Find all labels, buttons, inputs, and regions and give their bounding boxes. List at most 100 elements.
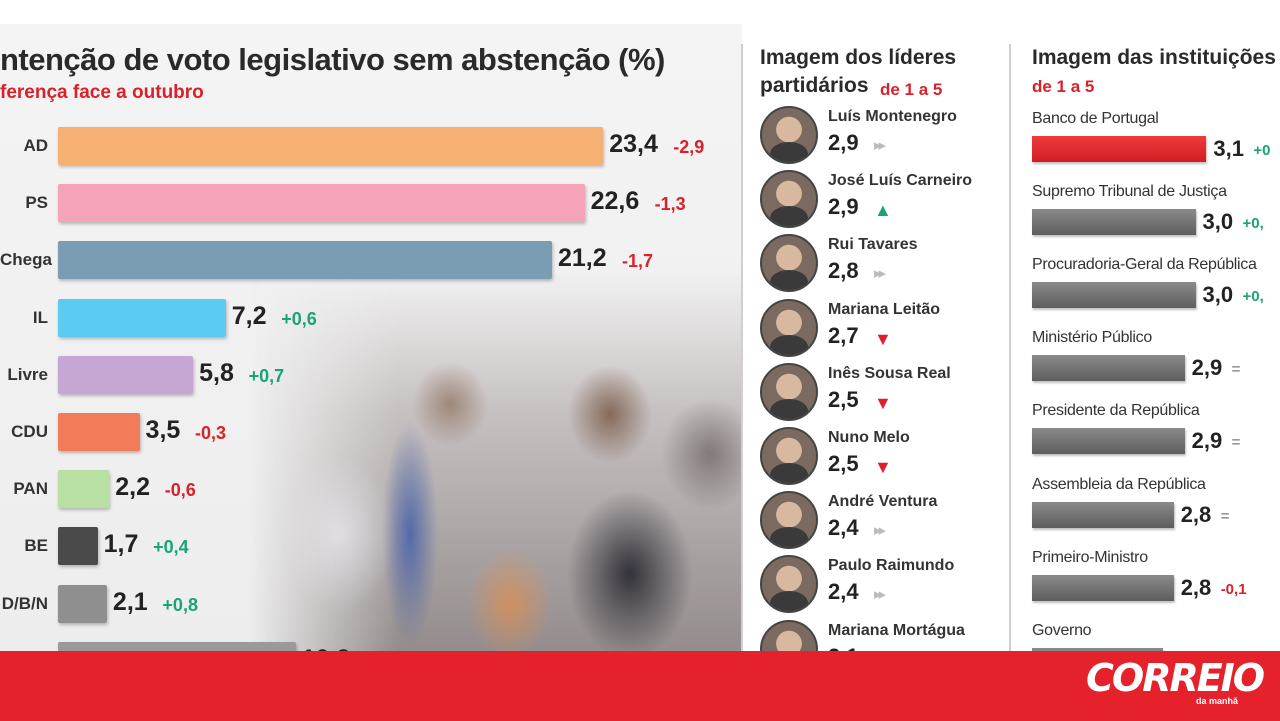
logo-text: CORREIO <box>1086 656 1265 700</box>
bar <box>58 470 110 509</box>
bar-category-label: D/B/N <box>1 593 48 613</box>
institution-change: = <box>1220 507 1230 525</box>
institution-bar <box>1032 282 1196 309</box>
double-chevron-down-icon: ▼ <box>874 457 892 477</box>
institution-value: 2,8 <box>1180 501 1212 527</box>
chart-subtitle: ferença face a outubro <box>0 82 204 103</box>
divider <box>741 44 743 664</box>
leaders-section-title: Imagem dos líderes partidários <box>760 44 970 100</box>
double-chevron-right-icon: ▸▸ <box>874 137 886 154</box>
leaders-scale: de 1 a 5 <box>880 80 943 99</box>
logo-subtext: da manhã <box>1196 696 1239 706</box>
institution-name: Presidente da República <box>1032 402 1200 420</box>
bar-change-label: -2,9 <box>673 137 705 157</box>
double-chevron-right-icon: ▸▸ <box>874 522 886 540</box>
leader-name: Paulo Raimundo <box>828 557 955 575</box>
bar-value-label: 2,2 <box>115 473 151 502</box>
leader-score: 2,4 <box>828 579 859 605</box>
double-chevron-down-icon: ▼ <box>874 328 892 349</box>
leader-name: Mariana Mortágua <box>828 621 965 639</box>
leader-score: 2,9 <box>828 194 859 220</box>
institution-bar <box>1032 136 1207 162</box>
institution-value: 2,9 <box>1191 355 1223 381</box>
correio-logo[interactable]: CORREIO da manhã <box>1086 654 1272 710</box>
institution-name: Governo <box>1032 621 1092 639</box>
leader-photo <box>760 234 818 293</box>
leader-photo <box>760 170 818 229</box>
bar-category-label: PS <box>25 193 48 213</box>
bar-value-label: 1,7 <box>103 530 139 559</box>
institution-change: +0 <box>1253 142 1271 159</box>
bar-change-label: +0,8 <box>162 594 198 615</box>
bar-category-label: Livre <box>7 364 48 384</box>
bar <box>58 413 140 451</box>
crowd-photo <box>250 274 742 651</box>
bar-category-label: CDU <box>11 422 48 441</box>
bar-change-label: -0,6 <box>164 480 196 501</box>
double-chevron-down-icon: ▼ <box>874 392 892 413</box>
institution-bar <box>1032 428 1185 455</box>
bar-category-label: AD <box>23 136 48 155</box>
institutions-scale: de 1 a 5 <box>1032 77 1095 96</box>
bar-change-label: +0,7 <box>248 365 285 386</box>
leader-photo <box>760 491 818 550</box>
bar-value-label: 7,2 <box>231 301 267 330</box>
institution-name: Assembleia da República <box>1032 475 1206 493</box>
top-strip <box>0 0 1280 24</box>
bar <box>58 584 107 623</box>
bar-change-label: -1,3 <box>654 194 686 215</box>
institution-name: Primeiro-Ministro <box>1032 548 1148 566</box>
leader-name: Inês Sousa Real <box>828 364 951 382</box>
leader-score: 2,5 <box>828 386 859 412</box>
leader-name: Luís Montenegro <box>828 108 957 125</box>
institution-change: -0,1 <box>1220 580 1247 598</box>
bar-category-label: IL <box>32 307 48 327</box>
chart-title: ntenção de voto legislativo sem abstençã… <box>0 42 665 77</box>
bar-value-label: 22,6 <box>590 187 640 216</box>
institution-bar <box>1032 574 1174 601</box>
leader-photo <box>760 427 818 485</box>
institution-value: 3,0 <box>1202 209 1234 235</box>
institution-bar <box>1032 501 1174 528</box>
leader-score: 2,9 <box>828 130 859 155</box>
institution-change: +0, <box>1242 215 1264 233</box>
institution-change: = <box>1231 434 1241 452</box>
bar-category-label: Chega <box>0 250 52 270</box>
bar-value-label: 21,2 <box>557 244 607 273</box>
institution-change: +0, <box>1242 288 1264 306</box>
institution-name: Banco de Portugal <box>1032 110 1159 127</box>
leader-name: Nuno Melo <box>828 429 910 446</box>
bar-change-label: -0,3 <box>195 423 227 443</box>
bar-category-label: BE <box>24 536 48 556</box>
institution-change: = <box>1231 361 1241 379</box>
divider <box>1009 44 1011 664</box>
leader-photo <box>760 106 818 164</box>
leader-score: 2,7 <box>828 322 859 348</box>
leader-name: Rui Tavares <box>828 236 918 254</box>
leader-photo <box>760 362 818 421</box>
bar <box>58 127 604 165</box>
bar-change-label: -1,7 <box>621 251 653 272</box>
leader-score: 2,5 <box>828 451 859 476</box>
leader-photo <box>760 298 818 357</box>
bar-value-label: 23,4 <box>609 130 658 158</box>
institution-name: Supremo Tribunal de Justiça <box>1032 183 1227 201</box>
bar <box>58 298 226 337</box>
leader-name: José Luís Carneiro <box>828 172 973 190</box>
institution-name: Ministério Público <box>1032 329 1152 347</box>
double-chevron-up-icon: ▲ <box>874 200 892 221</box>
institutions-section-title: Imagem das instituições <box>1032 46 1276 69</box>
bar <box>58 527 98 566</box>
bar <box>58 355 194 394</box>
institution-value: 3,1 <box>1213 136 1244 161</box>
leader-score: 2,4 <box>828 515 859 541</box>
bar-value-label: 5,8 <box>199 358 234 387</box>
double-chevron-right-icon: ▸▸ <box>874 586 886 604</box>
leaders-title-text: Imagem dos líderes partidários <box>760 46 957 97</box>
institution-bar <box>1032 355 1185 382</box>
leader-score: 2,8 <box>828 258 859 284</box>
bar-category-label: PAN <box>13 479 48 499</box>
leader-name: Mariana Leitão <box>828 300 941 318</box>
institution-value: 2,8 <box>1180 574 1212 600</box>
bar <box>58 241 552 280</box>
